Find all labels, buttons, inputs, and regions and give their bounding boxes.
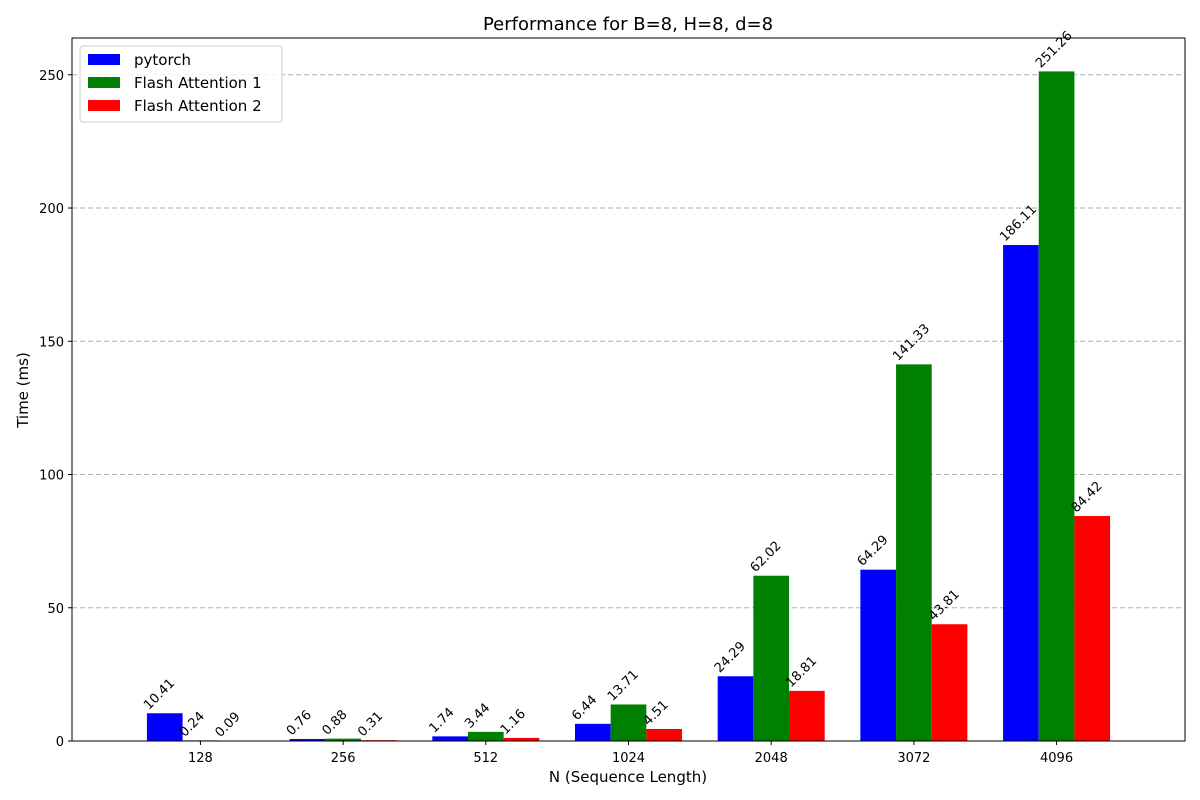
legend-label: Flash Attention 1 [134, 74, 262, 92]
data-label: 10.41 [141, 676, 178, 713]
x-tick-label: 4096 [1040, 751, 1073, 766]
data-label: 62.02 [748, 539, 785, 576]
y-tick-label: 0 [56, 735, 64, 750]
x-tick-label: 3072 [897, 751, 930, 766]
y-tick-label: 150 [39, 335, 64, 350]
data-label: 64.29 [855, 533, 892, 570]
bar-flash-attention-1-2048 [753, 575, 790, 741]
x-axis-label: N (Sequence Length) [549, 768, 707, 786]
y-tick-label: 100 [39, 469, 64, 484]
data-label: 1.16 [498, 707, 529, 738]
legend-swatch [88, 54, 120, 65]
legend-box [79, 45, 283, 123]
bar-flash-attention-1-512 [467, 731, 504, 741]
y-tick-label: 200 [39, 202, 64, 217]
y-axis: 0 50 100 150 200 250 [39, 69, 72, 750]
bar-pytorch-2048 [717, 676, 754, 741]
bar-pytorch-1024 [574, 723, 611, 741]
bar-pytorch-3072 [860, 569, 897, 741]
bar-pytorch-4096 [1003, 245, 1039, 742]
bar-flash-attention-2-3072 [931, 624, 968, 741]
data-label: 3.44 [462, 701, 493, 732]
data-label: 24.29 [712, 639, 749, 676]
gridlines [72, 74, 1185, 609]
data-label: 6.44 [569, 693, 600, 724]
data-label: 13.71 [605, 667, 642, 704]
data-label: 1.74 [427, 705, 458, 736]
bar-pytorch-256 [289, 738, 326, 741]
bar-flash-attention-2-4096 [1074, 516, 1111, 741]
bar-flash-attention-2-2048 [789, 690, 825, 741]
y-tick-label: 250 [39, 69, 64, 84]
legend-swatch [88, 100, 120, 111]
bar-pytorch-128 [146, 713, 183, 741]
data-label: 0.09 [212, 710, 243, 741]
bar-flash-attention-1-256 [325, 738, 361, 741]
bar-flash-attention-1-3072 [896, 364, 932, 741]
x-tick-label: 2048 [755, 751, 788, 766]
x-tick-label: 1024 [612, 751, 645, 766]
data-label: 0.31 [355, 709, 386, 740]
data-label: 0.88 [320, 707, 351, 738]
data-label: 4.51 [641, 698, 672, 729]
legend-swatch [88, 77, 120, 88]
chart-title: Performance for B=8, H=8, d=8 [483, 14, 773, 35]
bar-pytorch-512 [432, 736, 468, 741]
x-tick-label: 512 [473, 751, 498, 766]
bar-flash-attention-2-1024 [646, 728, 683, 741]
legend: pytorch Flash Attention 1 Flash Attention … [79, 45, 283, 123]
data-label: 141.33 [890, 321, 933, 364]
x-tick-label: 256 [331, 751, 356, 766]
y-tick-label: 50 [47, 602, 64, 617]
bar-flash-attention-1-4096 [1038, 71, 1075, 741]
bar-flash-attention-2-512 [503, 737, 540, 741]
bar-flash-attention-1-1024 [610, 704, 647, 741]
bars [146, 71, 1111, 742]
x-tick-label: 128 [188, 751, 213, 766]
data-label: 0.76 [284, 708, 315, 739]
legend-label: pytorch [134, 51, 191, 69]
x-axis: 128 256 512 1024 2048 3072 4096 [188, 741, 1073, 766]
legend-label: Flash Attention 2 [134, 97, 262, 115]
data-label: 251.26 [1033, 28, 1076, 71]
y-axis-label: Time (ms) [14, 352, 32, 429]
